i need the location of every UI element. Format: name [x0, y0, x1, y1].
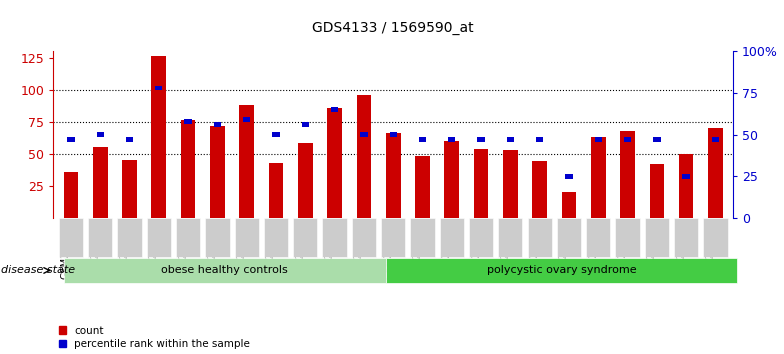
Text: GDS4133 / 1569590_at: GDS4133 / 1569590_at: [312, 21, 474, 35]
Bar: [503, 150, 517, 218]
Bar: [155, 86, 162, 90]
Text: obese healthy controls: obese healthy controls: [162, 266, 288, 275]
Bar: [474, 149, 488, 218]
Bar: [591, 137, 605, 218]
Bar: [649, 164, 664, 218]
Bar: [269, 163, 283, 218]
Bar: [298, 143, 313, 218]
Bar: [64, 172, 78, 218]
Bar: [594, 137, 602, 142]
Bar: [679, 154, 694, 218]
Bar: [125, 137, 133, 142]
Bar: [536, 137, 543, 142]
Bar: [239, 105, 254, 218]
Bar: [93, 147, 107, 218]
Bar: [708, 128, 723, 218]
Text: disease state: disease state: [1, 266, 75, 275]
Bar: [390, 132, 397, 137]
Bar: [357, 95, 371, 218]
Bar: [477, 137, 485, 142]
Bar: [210, 126, 225, 218]
Bar: [532, 161, 547, 218]
Bar: [712, 137, 719, 142]
Bar: [416, 156, 430, 218]
Bar: [448, 137, 456, 142]
Bar: [620, 131, 635, 218]
Bar: [561, 192, 576, 218]
Bar: [653, 137, 661, 142]
Bar: [122, 160, 137, 218]
Bar: [360, 132, 368, 137]
Bar: [331, 107, 338, 112]
Bar: [419, 137, 426, 142]
Bar: [243, 117, 250, 122]
Bar: [506, 137, 514, 142]
Text: polycystic ovary syndrome: polycystic ovary syndrome: [487, 266, 637, 275]
Legend: count, percentile rank within the sample: count, percentile rank within the sample: [59, 326, 250, 349]
Bar: [184, 119, 192, 124]
Bar: [96, 132, 103, 137]
Bar: [327, 108, 342, 218]
Bar: [302, 122, 309, 127]
Bar: [445, 141, 459, 218]
Bar: [272, 132, 280, 137]
Bar: [181, 120, 195, 218]
Bar: [683, 174, 690, 178]
Bar: [386, 133, 401, 218]
Bar: [565, 174, 572, 178]
Bar: [624, 137, 631, 142]
Bar: [214, 122, 221, 127]
Bar: [67, 137, 74, 142]
Bar: [151, 56, 166, 218]
